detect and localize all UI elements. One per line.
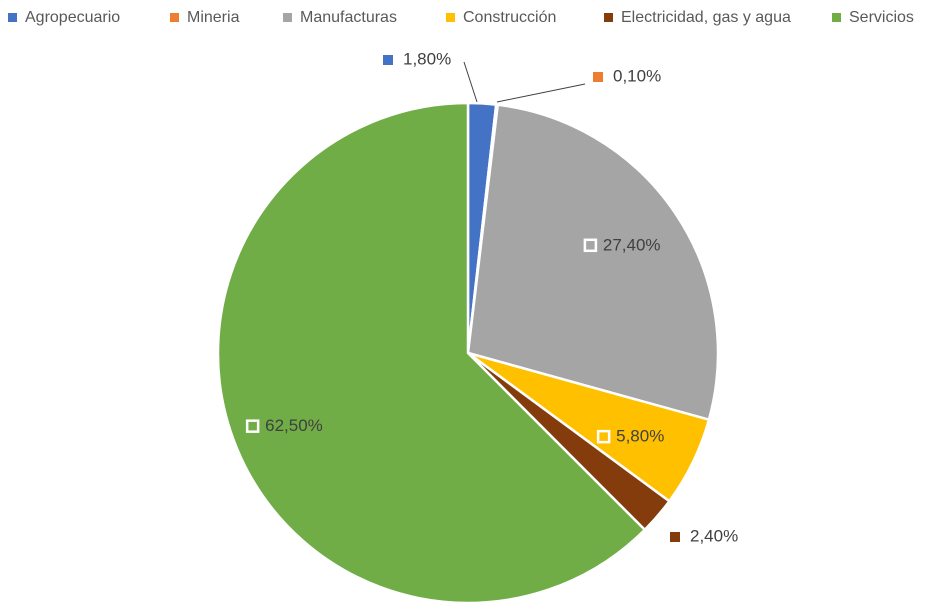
legend-label: Construcción	[463, 9, 556, 26]
pie-slice	[466, 103, 720, 422]
data-label: 5,80%	[616, 427, 664, 446]
data-label: 2,40%	[690, 526, 738, 545]
label-swatch	[583, 238, 598, 253]
legend-swatch	[832, 13, 841, 22]
legend-label: Electricidad, gas y agua	[621, 9, 791, 26]
legend-label: Servicios	[849, 9, 914, 26]
legend-swatch	[170, 13, 179, 22]
legend-swatch	[446, 13, 455, 22]
legend-label: Agropecuario	[25, 9, 120, 26]
leader-line	[463, 61, 478, 103]
label-swatch	[593, 72, 603, 82]
label-swatch	[670, 532, 680, 542]
label-swatch	[596, 429, 611, 444]
legend-label: Manufacturas	[300, 9, 397, 26]
data-label: 1,80%	[403, 49, 451, 68]
legend-swatch	[283, 13, 292, 22]
pie-slice	[216, 101, 647, 602]
data-label: 0,10%	[613, 66, 661, 85]
legend-label: Mineria	[187, 9, 240, 26]
legend-swatch	[8, 13, 17, 22]
data-label: 27,40%	[603, 235, 661, 254]
label-swatch	[383, 55, 393, 65]
data-label: 62,50%	[265, 416, 323, 435]
legend-swatch	[604, 13, 613, 22]
label-swatch	[245, 419, 260, 433]
leader-line	[496, 83, 586, 103]
